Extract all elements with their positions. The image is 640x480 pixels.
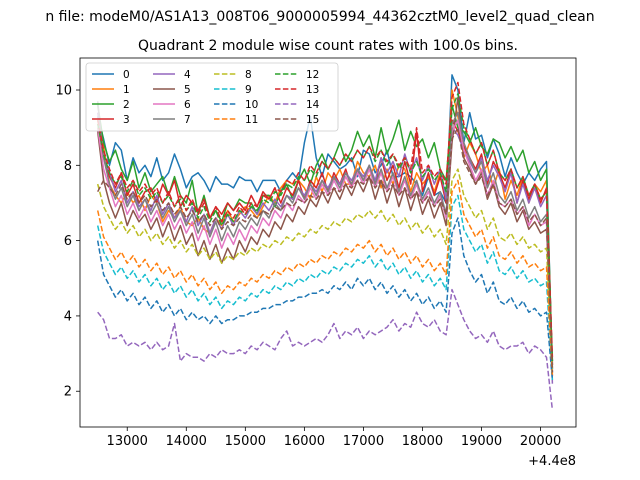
legend-label: 12 — [306, 69, 319, 81]
y-tick-label: 10 — [55, 84, 72, 99]
series-line-10 — [96, 217, 554, 380]
series-line-6 — [96, 119, 554, 369]
x-tick-label: 16000 — [284, 434, 325, 449]
legend-label: 15 — [306, 114, 319, 126]
series-line-8 — [96, 168, 554, 373]
legend-box — [85, 62, 339, 132]
y-tick-label: 6 — [64, 234, 72, 249]
series-line-11 — [96, 179, 554, 377]
figure-suptitle: n file: modeM0/AS1A13_008T06_9000005994_… — [45, 9, 594, 25]
y-tick-label: 8 — [64, 159, 72, 174]
legend-label: 0 — [123, 69, 130, 81]
series-line-3 — [96, 119, 554, 365]
series-line-9 — [96, 194, 554, 380]
chart-title: Quadrant 2 module wise count rates with … — [138, 38, 518, 54]
legend-label: 4 — [184, 69, 191, 81]
series-line-2 — [96, 104, 554, 369]
series-line-7 — [96, 101, 554, 365]
legend-label: 5 — [184, 84, 191, 96]
legend-label: 14 — [306, 99, 320, 111]
x-tick-label: 19000 — [461, 434, 502, 449]
legend-label: 13 — [306, 84, 319, 96]
y-tick-label: 4 — [64, 309, 72, 324]
x-tick-label: 17000 — [343, 434, 384, 449]
x-tick-label: 14000 — [166, 434, 207, 449]
legend-label: 1 — [123, 84, 130, 96]
series-lines — [96, 74, 554, 411]
x-tick-label: 15000 — [225, 434, 266, 449]
series-line-15 — [97, 126, 554, 373]
y-tick-label: 2 — [64, 385, 72, 400]
series-line-14 — [97, 288, 554, 411]
legend-label: 11 — [245, 114, 258, 126]
legend-label: 7 — [184, 114, 191, 126]
legend-label: 10 — [245, 99, 258, 111]
series-line-5 — [96, 96, 554, 362]
x-axis: 13000 14000 15000 16000 17000 18000 19000 20000 — [107, 427, 561, 449]
x-tick-label: 13000 — [107, 434, 148, 449]
legend-label: 2 — [123, 99, 130, 111]
legend-label: 6 — [184, 99, 191, 111]
plot-frame — [79, 57, 577, 428]
x-tick-label: 18000 — [402, 434, 443, 449]
legend-label: 3 — [123, 114, 130, 126]
series-line-13 — [96, 81, 554, 358]
x-offset-label: +4.4e8 — [528, 454, 576, 469]
x-tick-label: 20000 — [520, 434, 561, 449]
y-axis: 2 4 6 8 10 — [55, 84, 80, 400]
legend-label: 9 — [245, 84, 252, 96]
legend-label: 8 — [245, 69, 252, 81]
